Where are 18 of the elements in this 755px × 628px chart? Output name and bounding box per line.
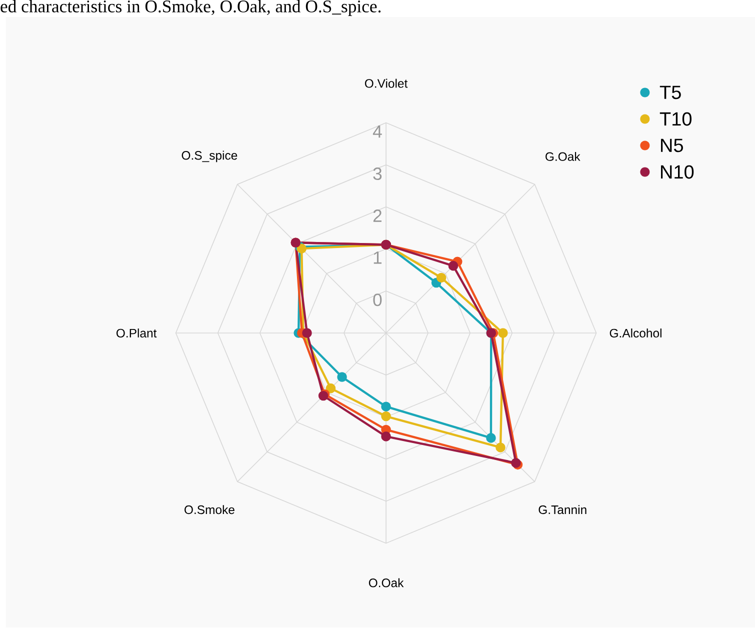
spoke-label: O.Smoke	[184, 505, 234, 514]
y-tick-label: 3	[373, 168, 382, 180]
spoke-label: G.Tannin	[538, 505, 586, 514]
spoke-label: O.S_spice	[182, 150, 238, 162]
y-tick-label: 1	[374, 252, 382, 264]
legend-label: T10	[660, 112, 692, 126]
y-tick-label: 0	[373, 294, 382, 306]
y-tick-label: 2	[373, 210, 382, 222]
y-tick-label: 4	[372, 126, 382, 138]
text: ed characteristics in O.Smoke, O.Oak, and O.S_spice.	[0, 0, 381, 16]
legend-label: N10	[661, 165, 694, 179]
spoke-label: O.Violet	[364, 79, 408, 88]
spoke-label: G.Oak	[546, 152, 580, 162]
spoke-label: O.Plant	[116, 328, 157, 338]
spoke-label: G.Alcohol	[610, 328, 662, 338]
legend-label: N5	[661, 139, 683, 152]
spoke-label: O.Oak	[368, 578, 404, 588]
legend-label: T5	[660, 86, 681, 100]
